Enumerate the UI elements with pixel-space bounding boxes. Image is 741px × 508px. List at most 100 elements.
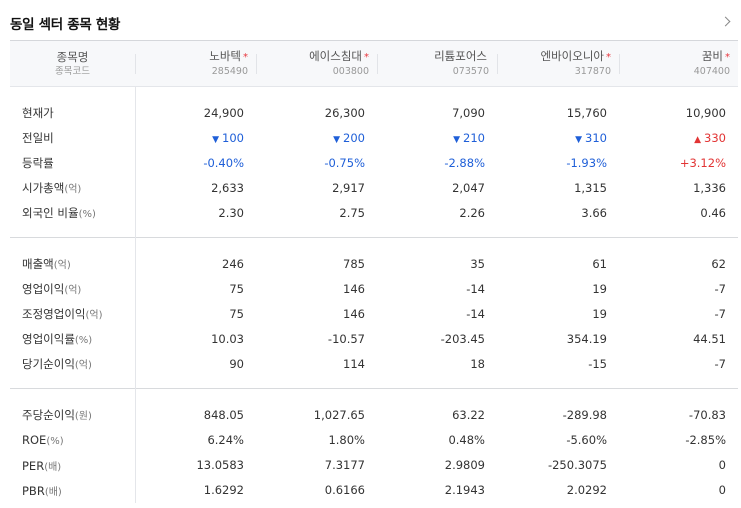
stock-name[interactable]: 노바텍 xyxy=(209,49,241,63)
row-label-text: 당기순이익 xyxy=(22,357,75,371)
row-label: PER(배) xyxy=(10,452,136,478)
value-cell: -0.40% xyxy=(203,156,244,170)
spacer-cell xyxy=(377,237,497,252)
row-label-text: 조정영업이익 xyxy=(22,307,86,321)
value-cell: 44.51 xyxy=(693,332,726,346)
star-icon: * xyxy=(725,52,730,63)
value-cell: ▼ 310 xyxy=(497,126,619,151)
change-value: 310 xyxy=(585,131,607,145)
spacer-cell xyxy=(256,237,377,252)
header-stock-0[interactable]: 노바텍 * 285490 xyxy=(135,40,256,87)
row-label-text: 현재가 xyxy=(22,106,54,120)
stock-code: 407400 xyxy=(693,66,730,77)
value-cell: 26,300 xyxy=(324,106,365,120)
spacer-cell xyxy=(10,237,136,252)
header-stock-1[interactable]: 에이스침대 * 003800 xyxy=(256,40,377,87)
change-value: 330 xyxy=(704,131,726,145)
row-label-text: 영업이익률 xyxy=(22,332,75,346)
stock-code: 073570 xyxy=(452,66,489,77)
row-label: 조정영업이익(억) xyxy=(10,301,136,327)
spacer-cell xyxy=(619,237,738,252)
value-cell: -7 xyxy=(714,357,726,371)
value-cell: 0 xyxy=(718,458,726,472)
value-cell: 19 xyxy=(592,307,607,321)
row-label-text: ROE xyxy=(22,433,47,447)
value-cell: 75 xyxy=(229,307,244,321)
row-unit: (원) xyxy=(74,411,92,422)
value-cell: 90 xyxy=(229,357,244,371)
row-unit: (억) xyxy=(74,360,92,371)
table-row: 영업이익(억) 75 146 -14 19 -7 xyxy=(10,276,738,302)
table-row: ROE(%) 6.24% 1.80% 0.48% -5.60% -2.85% xyxy=(10,427,738,453)
spacer-cell xyxy=(377,226,497,238)
row-unit: (억) xyxy=(85,310,103,321)
spacer-cell xyxy=(619,377,738,389)
row-unit: (%) xyxy=(74,335,93,346)
value-cell: -14 xyxy=(466,307,485,321)
table-body: 현재가 24,900 26,300 7,090 15,760 10,900 전일비 ▼ 100 ▼… xyxy=(10,86,738,503)
value-cell: 1,315 xyxy=(574,181,607,195)
header-stock-3[interactable]: 엔바이오니아 * 317870 xyxy=(497,40,619,87)
row-label-text: 주당순이익 xyxy=(22,408,75,422)
value-cell: 10.03 xyxy=(211,332,244,346)
table-row: 등락률 -0.40% -0.75% -2.88% -1.93% +3.12% xyxy=(10,150,738,176)
value-cell: 1.80% xyxy=(328,433,365,447)
value-cell: -7 xyxy=(714,282,726,296)
value-cell: 24,900 xyxy=(203,106,244,120)
table-row: 현재가 24,900 26,300 7,090 15,760 10,900 xyxy=(10,100,738,126)
value-cell: ▼ 210 xyxy=(377,126,497,151)
table-row: 당기순이익(억) 90 114 18 -15 -7 xyxy=(10,351,738,377)
value-cell: 0 xyxy=(718,483,726,497)
row-label: PBR(배) xyxy=(10,477,136,503)
stock-code: 317870 xyxy=(574,66,611,77)
spacer-cell xyxy=(256,388,377,403)
stock-name[interactable]: 꿈비 xyxy=(701,49,723,63)
value-cell: -1.93% xyxy=(566,156,607,170)
row-unit: (억) xyxy=(64,184,82,195)
row-label-text: 전일비 xyxy=(22,131,54,145)
section-divider xyxy=(10,86,738,101)
stock-name[interactable]: 에이스침대 xyxy=(309,49,362,63)
table-row: 매출액(억) 246 785 35 61 62 xyxy=(10,251,738,277)
value-cell: +3.12% xyxy=(679,156,726,170)
stock-name[interactable]: 리튬포어스 xyxy=(434,49,487,63)
spacer-cell xyxy=(619,87,738,101)
value-cell: 18 xyxy=(470,357,485,371)
spacer-cell xyxy=(619,226,738,238)
value-cell: 246 xyxy=(222,257,244,271)
spacer-cell xyxy=(497,377,619,389)
value-cell: 13.0583 xyxy=(196,458,244,472)
value-cell: 62 xyxy=(711,257,726,271)
value-cell: 10,900 xyxy=(685,106,726,120)
stock-name[interactable]: 엔바이오니아 xyxy=(540,49,604,63)
value-cell: 354.19 xyxy=(566,332,607,346)
header-stock-4[interactable]: 꿈비 * 407400 xyxy=(619,40,738,87)
value-cell: 0.48% xyxy=(448,433,485,447)
value-cell: 848.05 xyxy=(203,408,244,422)
value-cell: ▼ 200 xyxy=(256,126,377,151)
row-label: 외국인 비율(%) xyxy=(10,200,136,226)
spacer-cell xyxy=(497,388,619,403)
value-cell: -5.60% xyxy=(566,433,607,447)
spacer-cell xyxy=(135,377,256,389)
value-cell: -2.88% xyxy=(444,156,485,170)
section-spacer xyxy=(10,376,738,389)
chevron-right-icon[interactable] xyxy=(718,10,736,32)
value-cell: 7,090 xyxy=(452,106,485,120)
table-header-row: 종목명 종목코드 노바텍 * 285490 에이스침대 * 003800 리튬포어스… xyxy=(10,40,738,87)
header-stock-2[interactable]: 리튬포어스 073570 xyxy=(377,40,497,87)
spacer-cell xyxy=(619,388,738,403)
row-label-text: PBR xyxy=(22,483,45,498)
row-label-text: 외국인 비율 xyxy=(22,206,79,220)
row-label: ROE(%) xyxy=(10,427,136,453)
spacer-cell xyxy=(10,376,136,389)
header-label-cell: 종목명 종목코드 xyxy=(10,40,135,87)
row-label-text: 영업이익 xyxy=(22,282,65,296)
spacer-cell xyxy=(497,237,619,252)
section-divider xyxy=(10,237,738,252)
value-cell: 63.22 xyxy=(452,408,485,422)
value-cell: -2.85% xyxy=(685,433,726,447)
spacer-cell xyxy=(497,87,619,101)
value-cell: 35 xyxy=(470,257,485,271)
row-label: 시가총액(억) xyxy=(10,175,136,201)
